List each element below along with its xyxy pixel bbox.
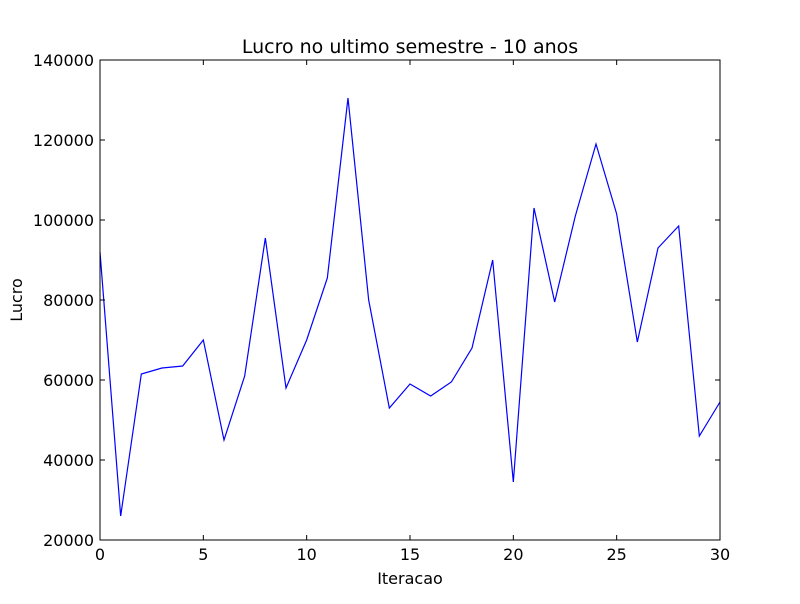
plot-area — [99, 59, 721, 541]
x-tick-label: 5 — [198, 545, 208, 564]
x-axis: 0 5 10 15 20 25 30 — [95, 60, 730, 564]
chart-title: Lucro no ultimo semestre - 10 anos — [242, 36, 578, 58]
x-tick-label: 30 — [710, 545, 730, 564]
y-tick-label: 80000 — [43, 291, 94, 310]
y-tick-label: 60000 — [43, 371, 94, 390]
y-tick-label: 20000 — [43, 531, 94, 550]
y-axis: 20000 40000 60000 80000 100000 120000 140000 — [33, 51, 720, 550]
series-line — [99, 97, 721, 517]
x-tick-label: 20 — [503, 545, 523, 564]
x-tick-label: 15 — [400, 545, 420, 564]
y-tick-label: 140000 — [33, 51, 94, 70]
x-tick-label: 10 — [296, 545, 316, 564]
x-axis-label: Iteracao — [377, 569, 443, 588]
y-tick-label: 120000 — [33, 131, 94, 150]
y-tick-label: 100000 — [33, 211, 94, 230]
axes-frame — [99, 59, 721, 541]
x-tick-label: 0 — [95, 545, 105, 564]
x-tick-label: 25 — [606, 545, 626, 564]
y-axis-label: Lucro — [7, 278, 26, 322]
y-tick-label: 40000 — [43, 451, 94, 470]
